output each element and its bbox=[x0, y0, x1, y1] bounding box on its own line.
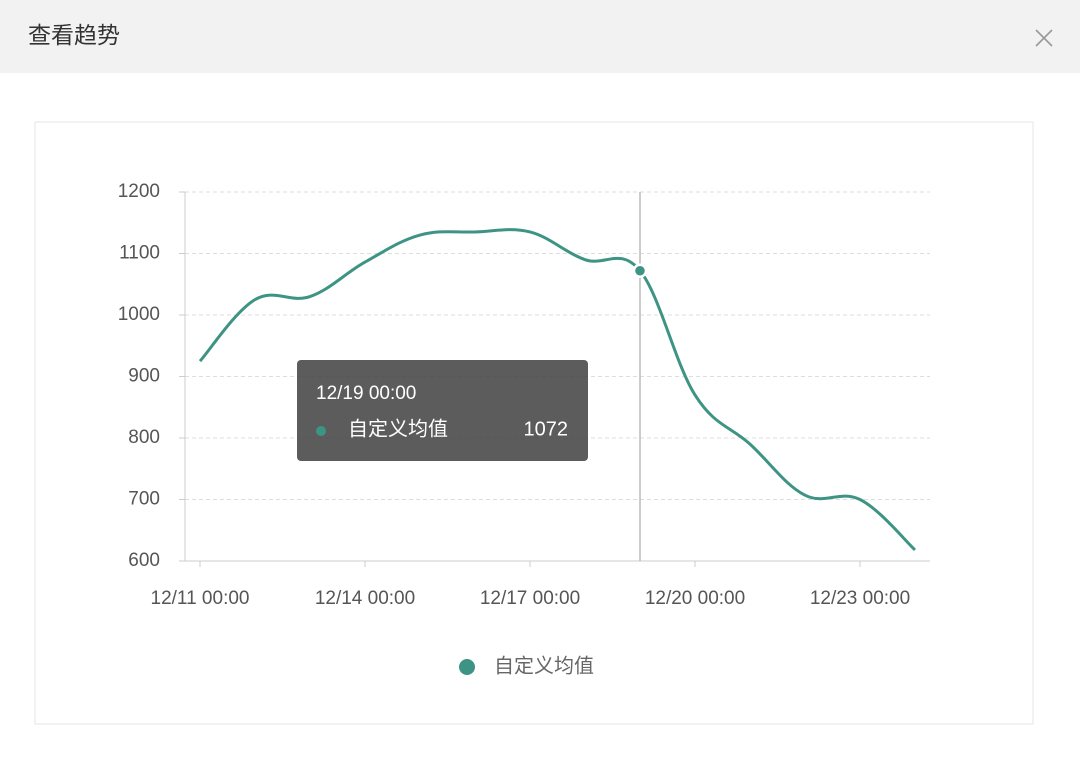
y-tick-label: 1100 bbox=[119, 243, 160, 264]
y-tick-label: 600 bbox=[128, 550, 160, 571]
tooltip-title: 12/19 00:00 bbox=[316, 383, 416, 404]
tooltip-marker bbox=[316, 426, 326, 436]
x-tick-label: 12/23 00:00 bbox=[810, 588, 910, 609]
close-button[interactable] bbox=[1035, 29, 1053, 47]
y-tick-label: 1000 bbox=[118, 304, 160, 325]
legend-label: 自定义均值 bbox=[494, 654, 594, 677]
series-line bbox=[198, 228, 917, 552]
y-tick-label: 900 bbox=[128, 366, 160, 387]
modal-title: 查看趋势 bbox=[28, 22, 120, 48]
x-tick-label: 12/14 00:00 bbox=[315, 588, 415, 609]
legend-marker bbox=[459, 659, 475, 675]
x-tick-label: 12/17 00:00 bbox=[480, 588, 580, 609]
y-tick-label: 800 bbox=[128, 427, 160, 448]
tooltip-value: 1072 bbox=[524, 418, 569, 440]
hover-point bbox=[632, 263, 648, 278]
tooltip bbox=[297, 360, 588, 461]
header-bar bbox=[0, 0, 1080, 73]
y-tick-label: 1200 bbox=[118, 181, 160, 202]
tooltip-series-name: 自定义均值 bbox=[348, 417, 448, 440]
x-tick-label: 12/11 00:00 bbox=[151, 588, 250, 609]
y-tick-label: 700 bbox=[128, 489, 160, 510]
x-tick-label: 12/20 00:00 bbox=[645, 588, 745, 609]
